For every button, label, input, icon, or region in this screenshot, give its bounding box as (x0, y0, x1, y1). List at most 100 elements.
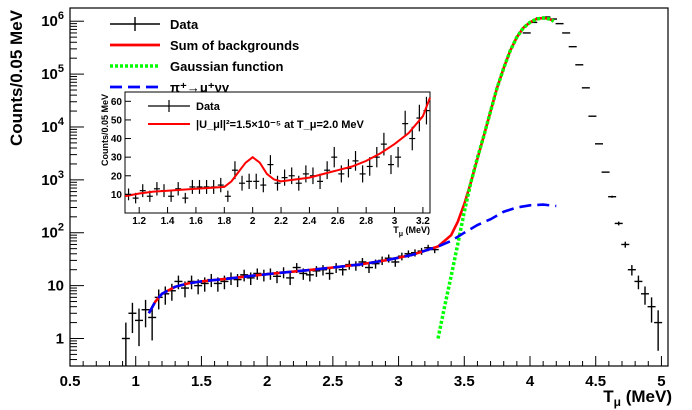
inset-y-tick-label: 60 (111, 97, 123, 108)
x-tick-label: 4 (526, 373, 535, 390)
inset-data-point (288, 167, 295, 185)
inset-x-tick-label: 2.6 (331, 216, 345, 227)
data-point (148, 306, 157, 341)
legend-entry: Sum of backgrounds (110, 38, 299, 53)
data-point (641, 286, 649, 305)
inset-data-point (281, 169, 288, 186)
inset-data-point (352, 151, 359, 171)
data-point (312, 266, 321, 277)
data-point (654, 310, 663, 351)
x-tick-label: 1 (132, 373, 140, 390)
inset-x-tick-label: 1.6 (189, 216, 203, 227)
inset-y-tick-label: 30 (111, 153, 123, 164)
inset-data-point (366, 157, 373, 176)
data-point (365, 263, 373, 274)
x-tick-label: 3.5 (454, 373, 475, 390)
inset-data-point (217, 177, 224, 193)
series-line (147, 203, 557, 314)
inset-data-point (359, 165, 366, 183)
y-tick-label: 10 (47, 278, 64, 295)
y-tick-label: 106 (41, 10, 64, 30)
y-tick-label: 103 (41, 169, 64, 189)
x-tick-label: 2 (263, 373, 271, 390)
inset-x-tick-label: 2.2 (274, 216, 288, 227)
data-point (621, 241, 630, 248)
inset-y-tick-label: 20 (111, 171, 123, 182)
inset-data-point (189, 179, 196, 194)
inset-data-point (139, 184, 146, 198)
inset-x-tick-label: 3.2 (416, 216, 430, 227)
inset-legend-entry: Data (148, 100, 221, 113)
inset-y-tick-label: 50 (111, 115, 123, 126)
inset-x-tick-label: 3 (392, 216, 398, 227)
inset-data-point (409, 126, 416, 151)
inset-x-tick-label: 1.4 (161, 216, 175, 227)
inset-legend-label: Data (196, 101, 221, 113)
inset-x-tick-label: 1.8 (217, 216, 231, 227)
legend-label: Gaussian function (170, 59, 283, 74)
inset-data-point (338, 165, 345, 183)
x-tick-label: 0.5 (60, 373, 81, 390)
inset-data-point (196, 179, 203, 194)
data-point (608, 195, 617, 198)
inset-y-axis-title: Counts/0.05 MeV (100, 94, 110, 166)
inset-series-line (124, 97, 431, 198)
inset-x-tick-label: 2.8 (359, 216, 373, 227)
legend-entry: π⁺→μ⁺νγ (110, 80, 230, 95)
data-point (246, 272, 255, 286)
y-tick-label: 1 (56, 331, 64, 348)
legend-entry: Data (110, 17, 199, 32)
y-axis-title: Counts/0.05 MeV (7, 9, 26, 146)
inset-data-point (153, 182, 160, 196)
inset-legend-label: |U_μl|²=1.5×10⁻⁵ at T_μ=2.0 MeV (196, 119, 365, 131)
inset-data-point (253, 173, 260, 190)
main-series-3 (147, 203, 557, 314)
data-point (128, 302, 137, 334)
inset-x-axis-title: Tμ (MeV) (393, 225, 430, 238)
inset-data-point (224, 190, 231, 202)
inset-data-point (203, 179, 210, 194)
x-tick-label: 1.5 (191, 373, 212, 390)
main-legend: Data Sum of backgrounds Gaussian function π… (110, 17, 299, 95)
inset-data-point (239, 175, 246, 191)
y-tick-label: 104 (41, 116, 65, 136)
data-point (627, 265, 636, 276)
inset-data-point (267, 155, 274, 175)
data-point (233, 273, 242, 288)
inset-data-point (246, 173, 253, 190)
legend-entry: Gaussian function (110, 59, 283, 74)
data-point (141, 299, 150, 328)
legend-label: Sum of backgrounds (170, 38, 299, 53)
data-point (286, 272, 295, 286)
data-point (614, 221, 623, 226)
data-point (325, 268, 334, 280)
data-point (634, 275, 643, 290)
main-plot-series (121, 16, 663, 366)
x-tick-label: 3 (394, 373, 402, 390)
inset-y-tick-label: 10 (111, 190, 123, 201)
inset-data-point (387, 155, 394, 175)
y-tick-label: 105 (41, 63, 64, 83)
legend-label: Data (170, 17, 199, 32)
inset-x-tick-label: 2 (250, 216, 256, 227)
inset-legend-entry: |U_μl|²=1.5×10⁻⁵ at T_μ=2.0 MeV (148, 119, 365, 131)
inset-series-1 (124, 97, 431, 198)
inset-data-point (302, 165, 309, 183)
main-series-2 (436, 16, 555, 339)
inset-data-point (395, 146, 402, 168)
inset-data-point (317, 173, 324, 190)
inset-data-point (324, 161, 331, 180)
x-tick-label: 5 (657, 373, 665, 390)
inset-data-point (168, 190, 175, 202)
inset-data-point (331, 146, 338, 168)
main-plot-axes: 0.5 1 1.5 2 2.5 3 3.5 4 4.5 5110102103104105106Tμ… (7, 9, 672, 409)
data-point (121, 322, 130, 366)
data-point (135, 308, 143, 347)
inset-data-point (260, 177, 267, 193)
inset-border (124, 91, 431, 214)
inset-x-tick-label: 1.2 (132, 216, 146, 227)
inset-data-point (175, 182, 182, 196)
data-point (647, 297, 656, 323)
inset-data-point (402, 110, 409, 137)
